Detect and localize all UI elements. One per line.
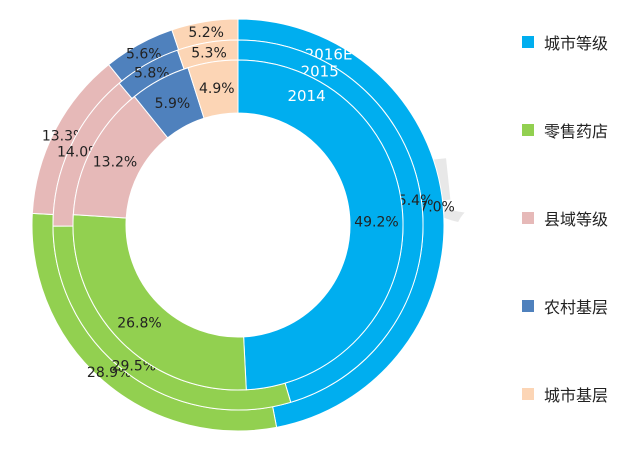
slice-label-2016E-3: 5.6% [126, 47, 162, 63]
slice-label-2015-4: 5.3% [191, 45, 227, 61]
legend-label-1: 零售药店 [544, 122, 609, 141]
legend-label-2: 县域等级 [544, 210, 609, 229]
series-label-2014: 2014 [287, 87, 325, 105]
slice-label-2015-1: 29.5% [112, 359, 156, 375]
legend-label-3: 农村基层 [544, 298, 609, 317]
legend-swatch-3 [522, 300, 534, 312]
legend-item-0: 城市等级 [522, 30, 608, 54]
slice-label-2014-2: 13.2% [93, 154, 137, 170]
slice-label-2016E-4: 5.2% [188, 25, 224, 41]
legend-item-3: 农村基层 [522, 294, 608, 318]
slice-label-2014-0: 49.2% [354, 215, 398, 231]
legend-item-4: 城市基层 [522, 382, 608, 406]
slice-label-2015-3: 5.8% [134, 66, 170, 82]
legend-swatch-1 [522, 124, 534, 136]
legend-label-4: 城市基层 [544, 386, 609, 405]
slice-label-2014-1: 26.8% [117, 315, 161, 331]
legend-item-1: 零售药店 [522, 118, 608, 142]
legend-swatch-0 [522, 36, 534, 48]
legend-swatch-4 [522, 388, 534, 400]
slice-label-2014-3: 5.9% [155, 96, 191, 112]
legend-item-2: 县域等级 [522, 206, 608, 230]
slice-label-2014-4: 4.9% [199, 81, 235, 97]
series-label-2015: 2015 [301, 62, 339, 80]
legend-swatch-2 [522, 212, 534, 224]
legend-label-0: 城市等级 [544, 34, 609, 53]
slice-label-2016E-1: 28.9% [87, 365, 131, 381]
donut-hole [126, 113, 350, 337]
